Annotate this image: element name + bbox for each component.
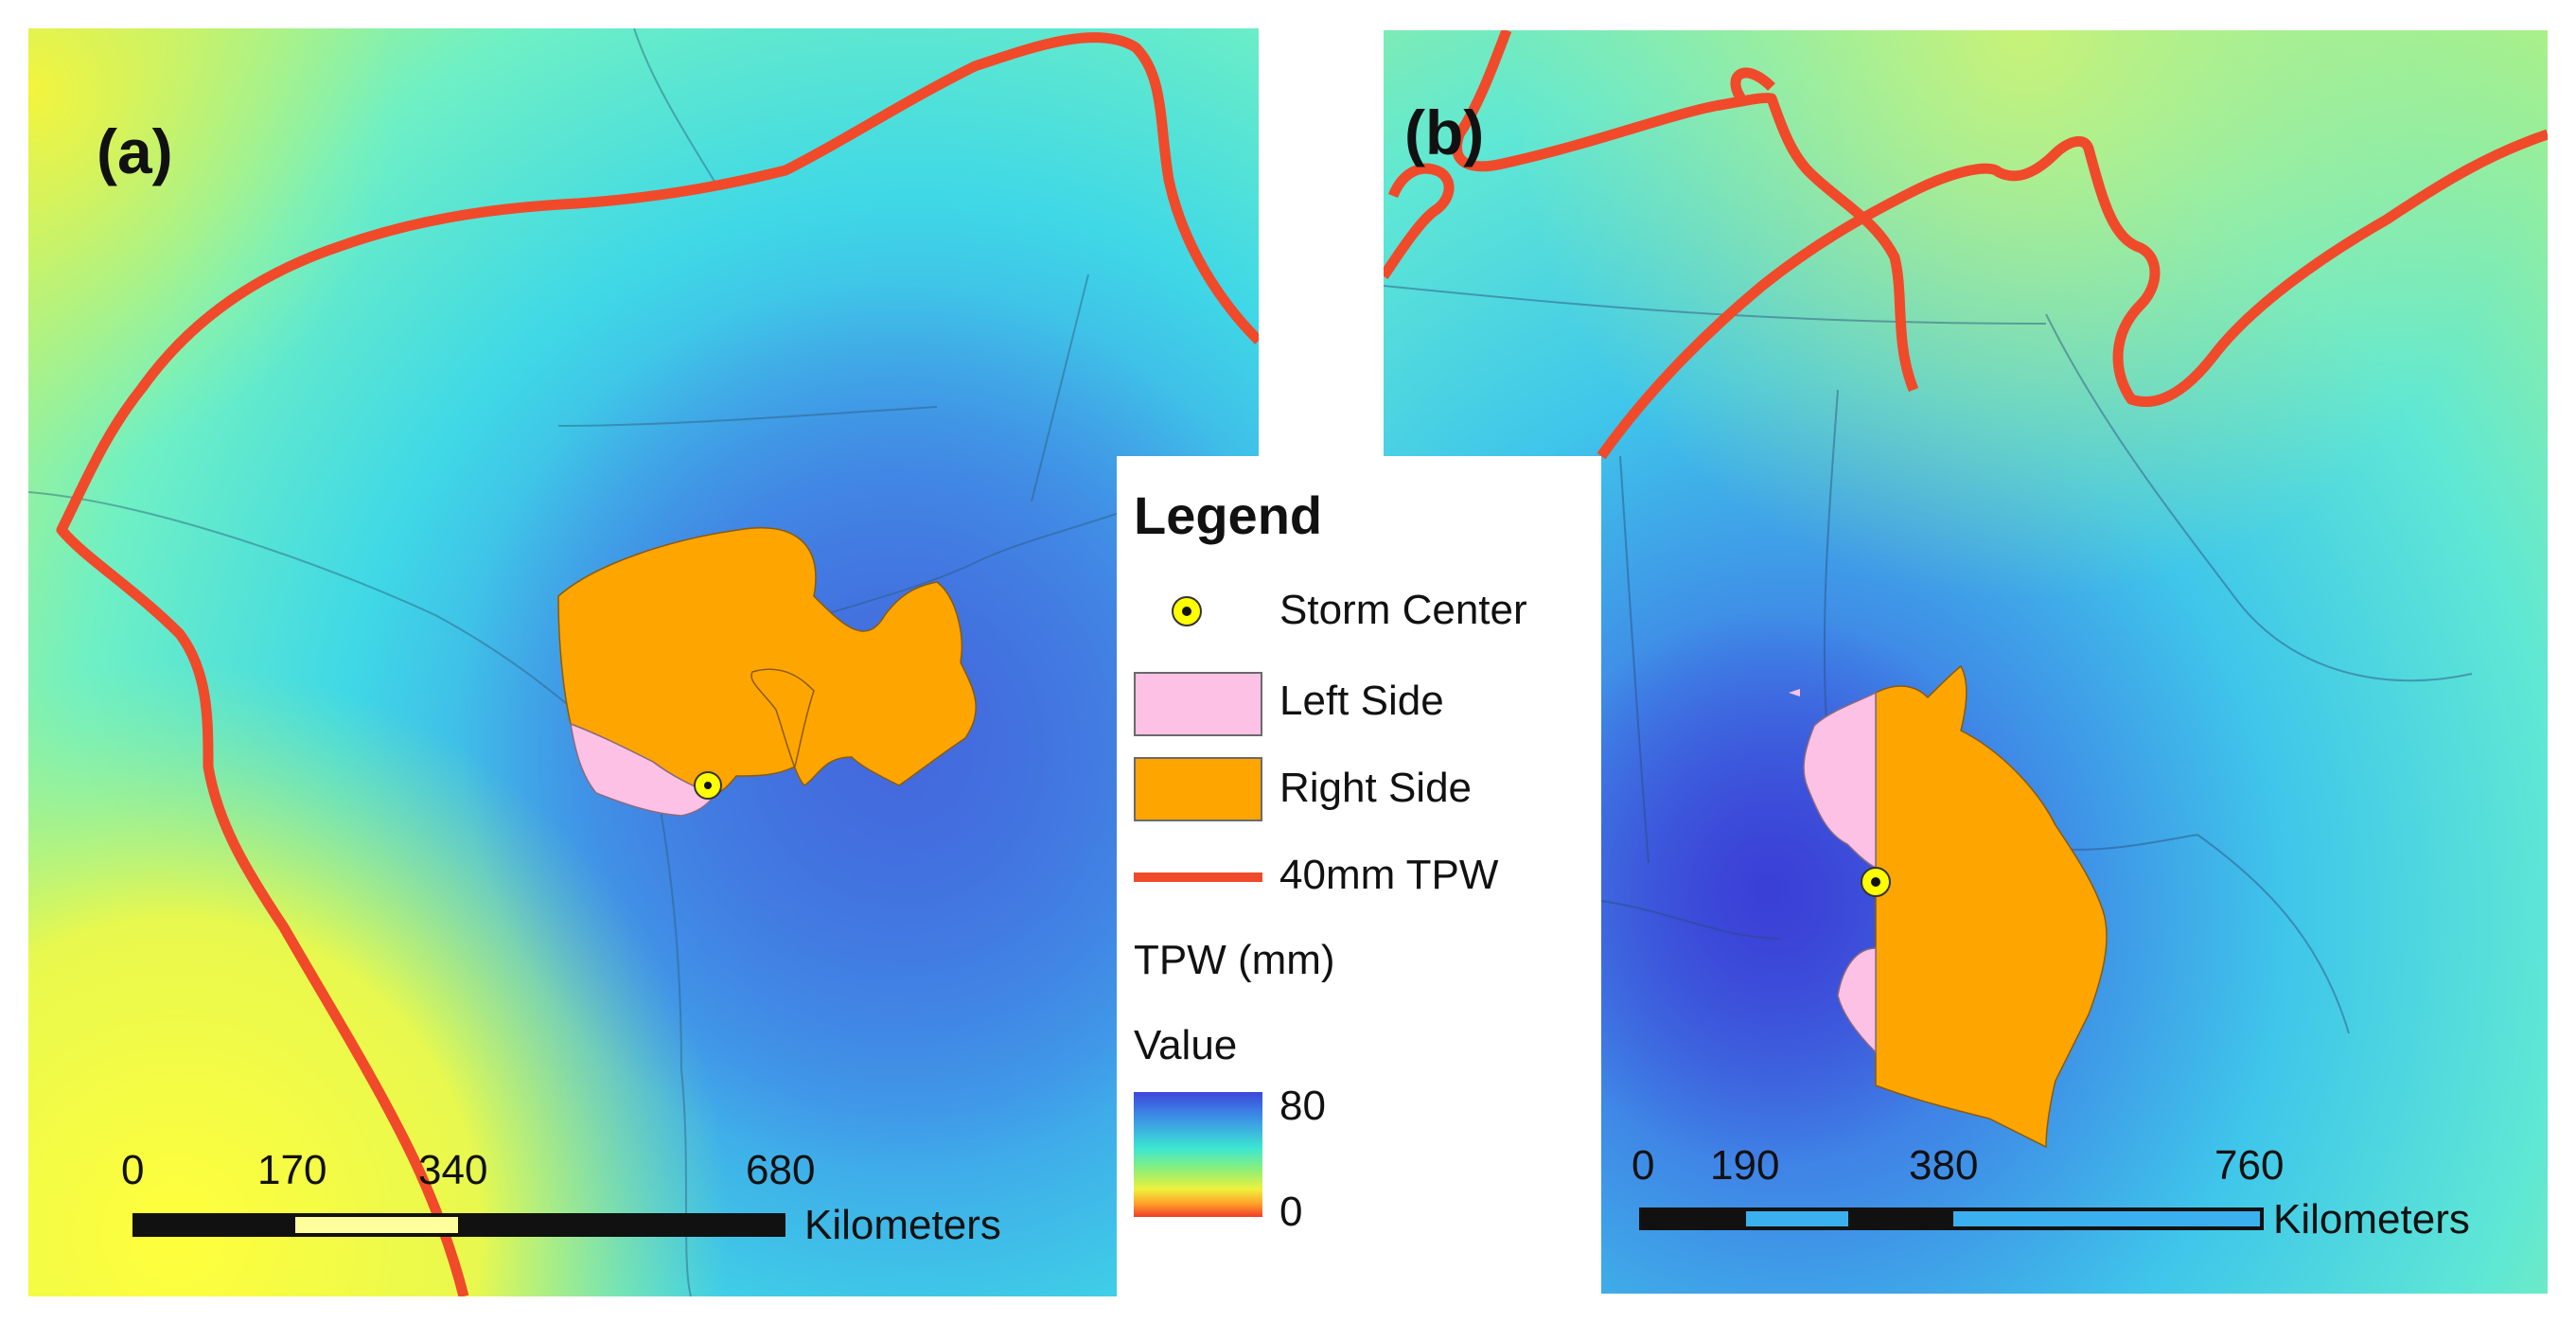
tpw-40mm-contour-b1: [1384, 30, 1919, 393]
map-legend: Legend Storm Center Left Side Right Side…: [1117, 456, 1601, 1296]
map-panel-a: (a) 0 170 340 680 Kilometers: [28, 28, 1259, 1296]
ramp-min-label: 0: [1279, 1189, 1303, 1235]
scale-tick-2-b: 380: [1909, 1142, 1979, 1189]
right-side-region-b: [1875, 664, 2108, 1149]
scale-unit-b: Kilometers: [2273, 1196, 2470, 1243]
scale-tick-0-b: 0: [1632, 1142, 1655, 1189]
tpw-40mm-contour-b2: [1597, 129, 2548, 460]
ramp-max-label: 80: [1279, 1083, 1326, 1129]
map-panel-b: (b) 0 190 380 760 Kilometers: [1384, 30, 2548, 1294]
scale-tick-2-a: 340: [418, 1147, 488, 1193]
panel-label-b: (b): [1404, 97, 1485, 167]
left-side-region-a: [570, 722, 716, 817]
scale-unit-a: Kilometers: [804, 1202, 1001, 1248]
legend-item-left-side: Left Side: [1279, 678, 1444, 724]
scale-tick-3-b: 760: [2214, 1142, 2285, 1189]
scale-tick-0-a: 0: [121, 1147, 145, 1193]
panel-label-a: (a): [97, 116, 173, 186]
tpw-40mm-line-swatch: [1134, 873, 1262, 882]
legend-item-storm-center: Storm Center: [1279, 587, 1527, 633]
tpw-40mm-contour-a: [56, 32, 1259, 1296]
legend-item-40mm-tpw: 40mm TPW: [1279, 852, 1499, 898]
tpw-raster-a: [28, 28, 1259, 1296]
left-side-swatch: [1134, 672, 1262, 736]
raster-legend-title: TPW (mm): [1134, 937, 1335, 983]
raster-legend-subtitle: Value: [1134, 1022, 1238, 1068]
tpw-raster-b: [1384, 30, 2548, 1294]
storm-center-marker-b: [1861, 867, 1891, 897]
scale-bar-a: [132, 1213, 785, 1237]
left-side-region-b-north: [1803, 691, 1877, 870]
legend-item-right-side: Right Side: [1279, 765, 1473, 811]
scale-tick-3-a: 680: [746, 1147, 816, 1193]
scale-tick-1-a: 170: [257, 1147, 327, 1193]
scale-bar-b: [1639, 1207, 2264, 1230]
left-side-region-b-south: [1837, 947, 1877, 1054]
right-side-swatch: [1134, 757, 1262, 821]
legend-title: Legend: [1134, 485, 1323, 545]
storm-center-marker-a: [694, 771, 722, 800]
storm-center-symbol-icon: [1172, 596, 1202, 626]
tpw-color-ramp: [1134, 1092, 1262, 1217]
scale-tick-1-b: 190: [1710, 1142, 1780, 1189]
